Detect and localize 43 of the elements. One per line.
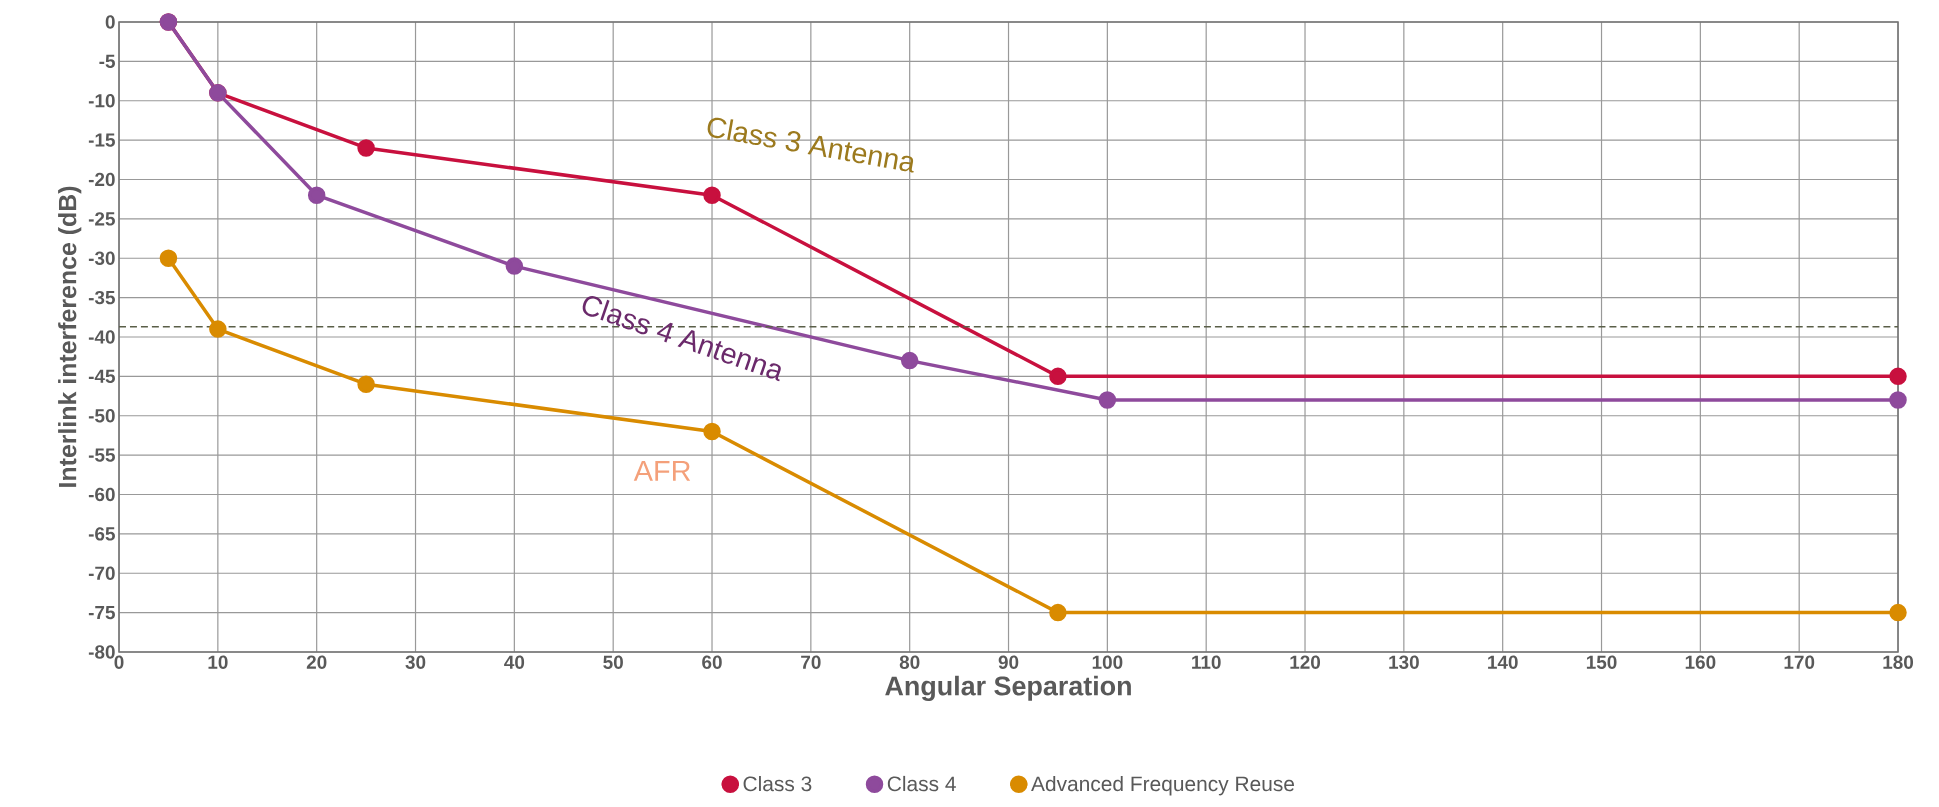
- x-tick-label: 110: [1192, 655, 1221, 669]
- legend-label: Class 3: [743, 775, 812, 792]
- y-tick-label: -80: [88, 645, 115, 659]
- x-tick-label: 50: [603, 655, 623, 669]
- y-tick-label: -20: [88, 172, 115, 187]
- y-tick-label: -65: [88, 527, 115, 541]
- annotation: Class 3 Antenna: [707, 117, 914, 173]
- y-tick-label: -35: [88, 290, 115, 305]
- x-tick-label: 80: [899, 655, 920, 669]
- x-tick-label: 170: [1784, 655, 1815, 669]
- y-tick-label: -60: [88, 487, 115, 502]
- x-tick-label: 20: [306, 655, 327, 669]
- y-tick-label: -5: [99, 54, 115, 68]
- y-tick-label: -45: [88, 369, 115, 383]
- y-tick-label: -15: [88, 133, 115, 147]
- y-tick-label: -55: [88, 448, 115, 462]
- legend-label: Class 4: [887, 775, 956, 792]
- x-tick-label: 120: [1290, 655, 1321, 669]
- x-tick-label: 60: [702, 655, 722, 669]
- annotation: AFR: [633, 460, 691, 481]
- x-tick-label: 130: [1389, 655, 1419, 669]
- y-tick-label: -50: [88, 409, 115, 423]
- x-tick-label: 90: [998, 655, 1019, 669]
- x-tick-label: 0: [114, 655, 124, 669]
- y-tick-label: 0: [105, 15, 115, 29]
- y-axis-title: Interlink interference (dB): [58, 186, 82, 487]
- y-tick-label: -40: [88, 330, 115, 344]
- x-tick-label: 100: [1092, 655, 1123, 669]
- x-axis-title: Angular Separation: [885, 675, 1131, 701]
- x-tick-label: 70: [801, 655, 821, 669]
- y-tick-label: -25: [88, 212, 115, 226]
- y-tick-label: -75: [88, 606, 115, 620]
- x-tick-label: 30: [405, 655, 426, 669]
- x-tick-label: 40: [504, 655, 525, 669]
- x-tick-label: 10: [208, 655, 228, 669]
- y-tick-label: -70: [88, 566, 115, 580]
- x-tick-label: 140: [1488, 655, 1518, 669]
- y-tick-label: -30: [88, 251, 115, 265]
- y-tick-label: -10: [88, 94, 115, 108]
- legend-label: Advanced Frequency Reuse: [1031, 775, 1295, 796]
- x-tick-label: 150: [1586, 655, 1617, 669]
- x-tick-label: 160: [1685, 655, 1716, 669]
- x-tick-label: 180: [1883, 655, 1914, 669]
